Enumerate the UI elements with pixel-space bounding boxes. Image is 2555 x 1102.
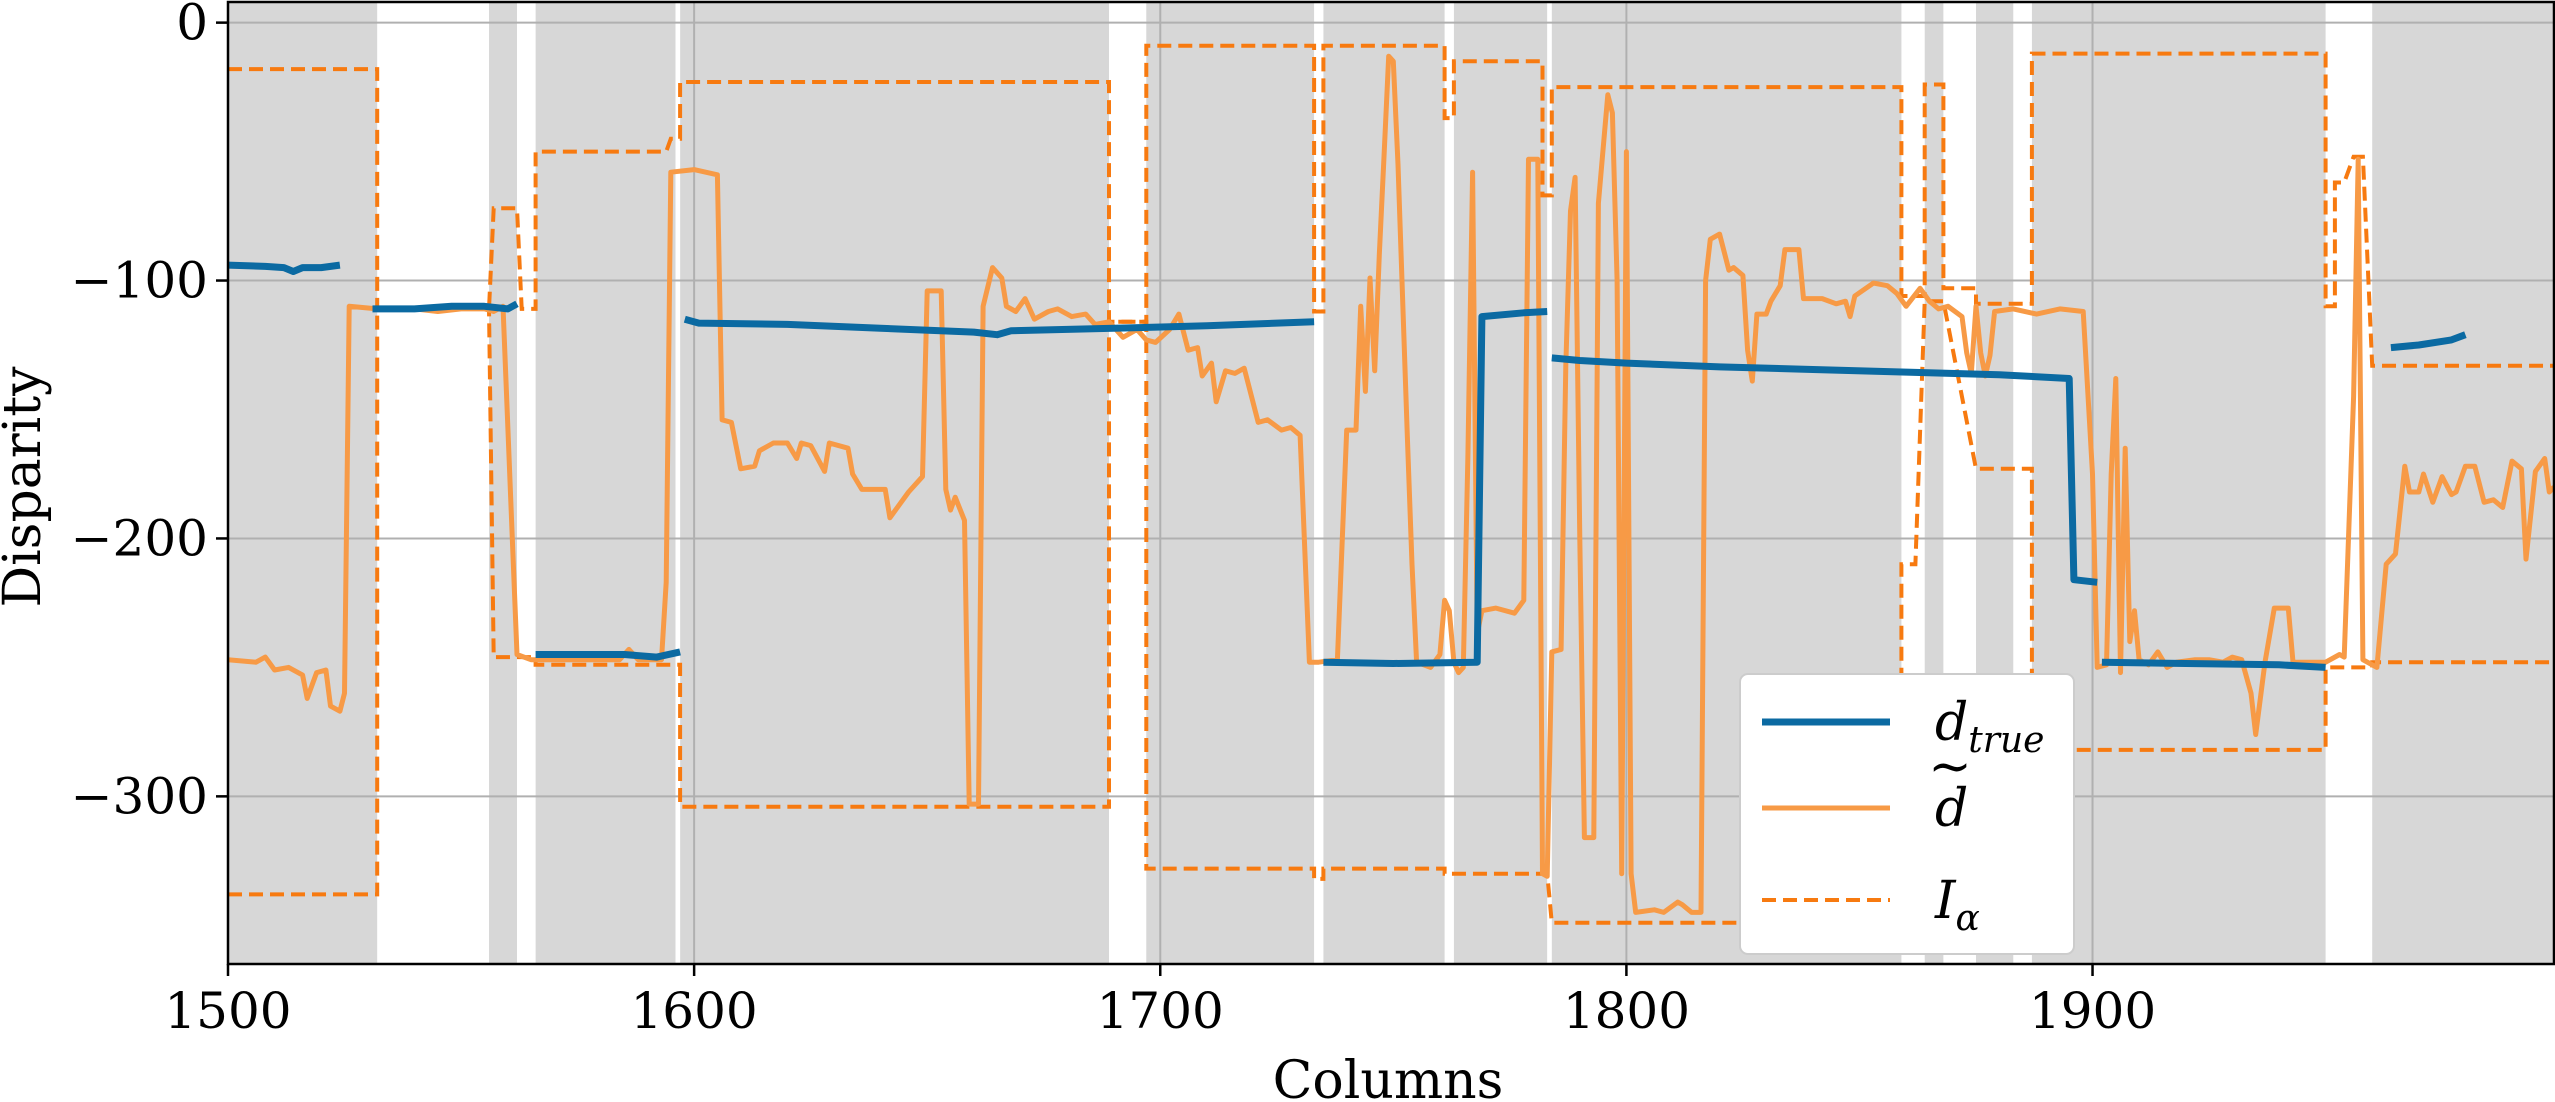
y-tick-label: −200 — [71, 509, 208, 567]
legend-box — [1739, 673, 2075, 955]
legend-accent-d-tilde: ~ — [1928, 737, 1972, 797]
d-true-segment — [1323, 308, 1548, 667]
interval-lower-line — [228, 299, 2554, 925]
x-tick-label: 1900 — [2029, 982, 2156, 1040]
series-d-true — [227, 261, 2467, 671]
y-tick-label: −100 — [71, 252, 208, 310]
d-true-segment — [1551, 354, 2098, 586]
shaded-region — [1146, 2, 1315, 964]
legend-label-d-true: dtrue — [1935, 693, 2044, 761]
y-tick-label: −300 — [71, 767, 208, 825]
d-true-segment — [2390, 331, 2467, 352]
d-true-segment — [2101, 658, 2326, 671]
shaded-region — [2031, 2, 2326, 964]
x-axis-ticks: 1500 1600 1700 1800 1900 — [164, 964, 2156, 1040]
x-tick-label: 1800 — [1563, 982, 1690, 1040]
x-axis-title: Columns — [1273, 1051, 1504, 1102]
shaded-region — [535, 2, 676, 964]
shaded-region — [2372, 2, 2554, 964]
d-true-segment — [227, 261, 341, 275]
shaded-region — [228, 2, 378, 964]
d-true-segment — [372, 300, 519, 313]
y-axis-title: Disparity — [0, 366, 53, 608]
legend-label-I-alpha: Iα — [1934, 871, 1980, 939]
y-tick-label: 0 — [176, 0, 208, 52]
shaded-region — [680, 2, 1109, 964]
x-tick-label: 1600 — [631, 982, 758, 1040]
legend: dtrue d~ Iα — [1739, 673, 2075, 955]
interval-upper-line — [228, 43, 2554, 368]
plot-frame — [226, 0, 2555, 966]
d-true-segment — [683, 315, 1315, 339]
y-axis-ticks: 0 −100 −200 −300 — [71, 0, 228, 825]
shaded-regions — [228, 2, 2554, 964]
legend-label-d-tilde: d — [1935, 779, 1968, 839]
series-interval — [228, 43, 2554, 925]
d-true-segment — [535, 648, 681, 661]
x-tick-label: 1500 — [164, 982, 291, 1040]
x-tick-label: 1700 — [1097, 982, 1224, 1040]
